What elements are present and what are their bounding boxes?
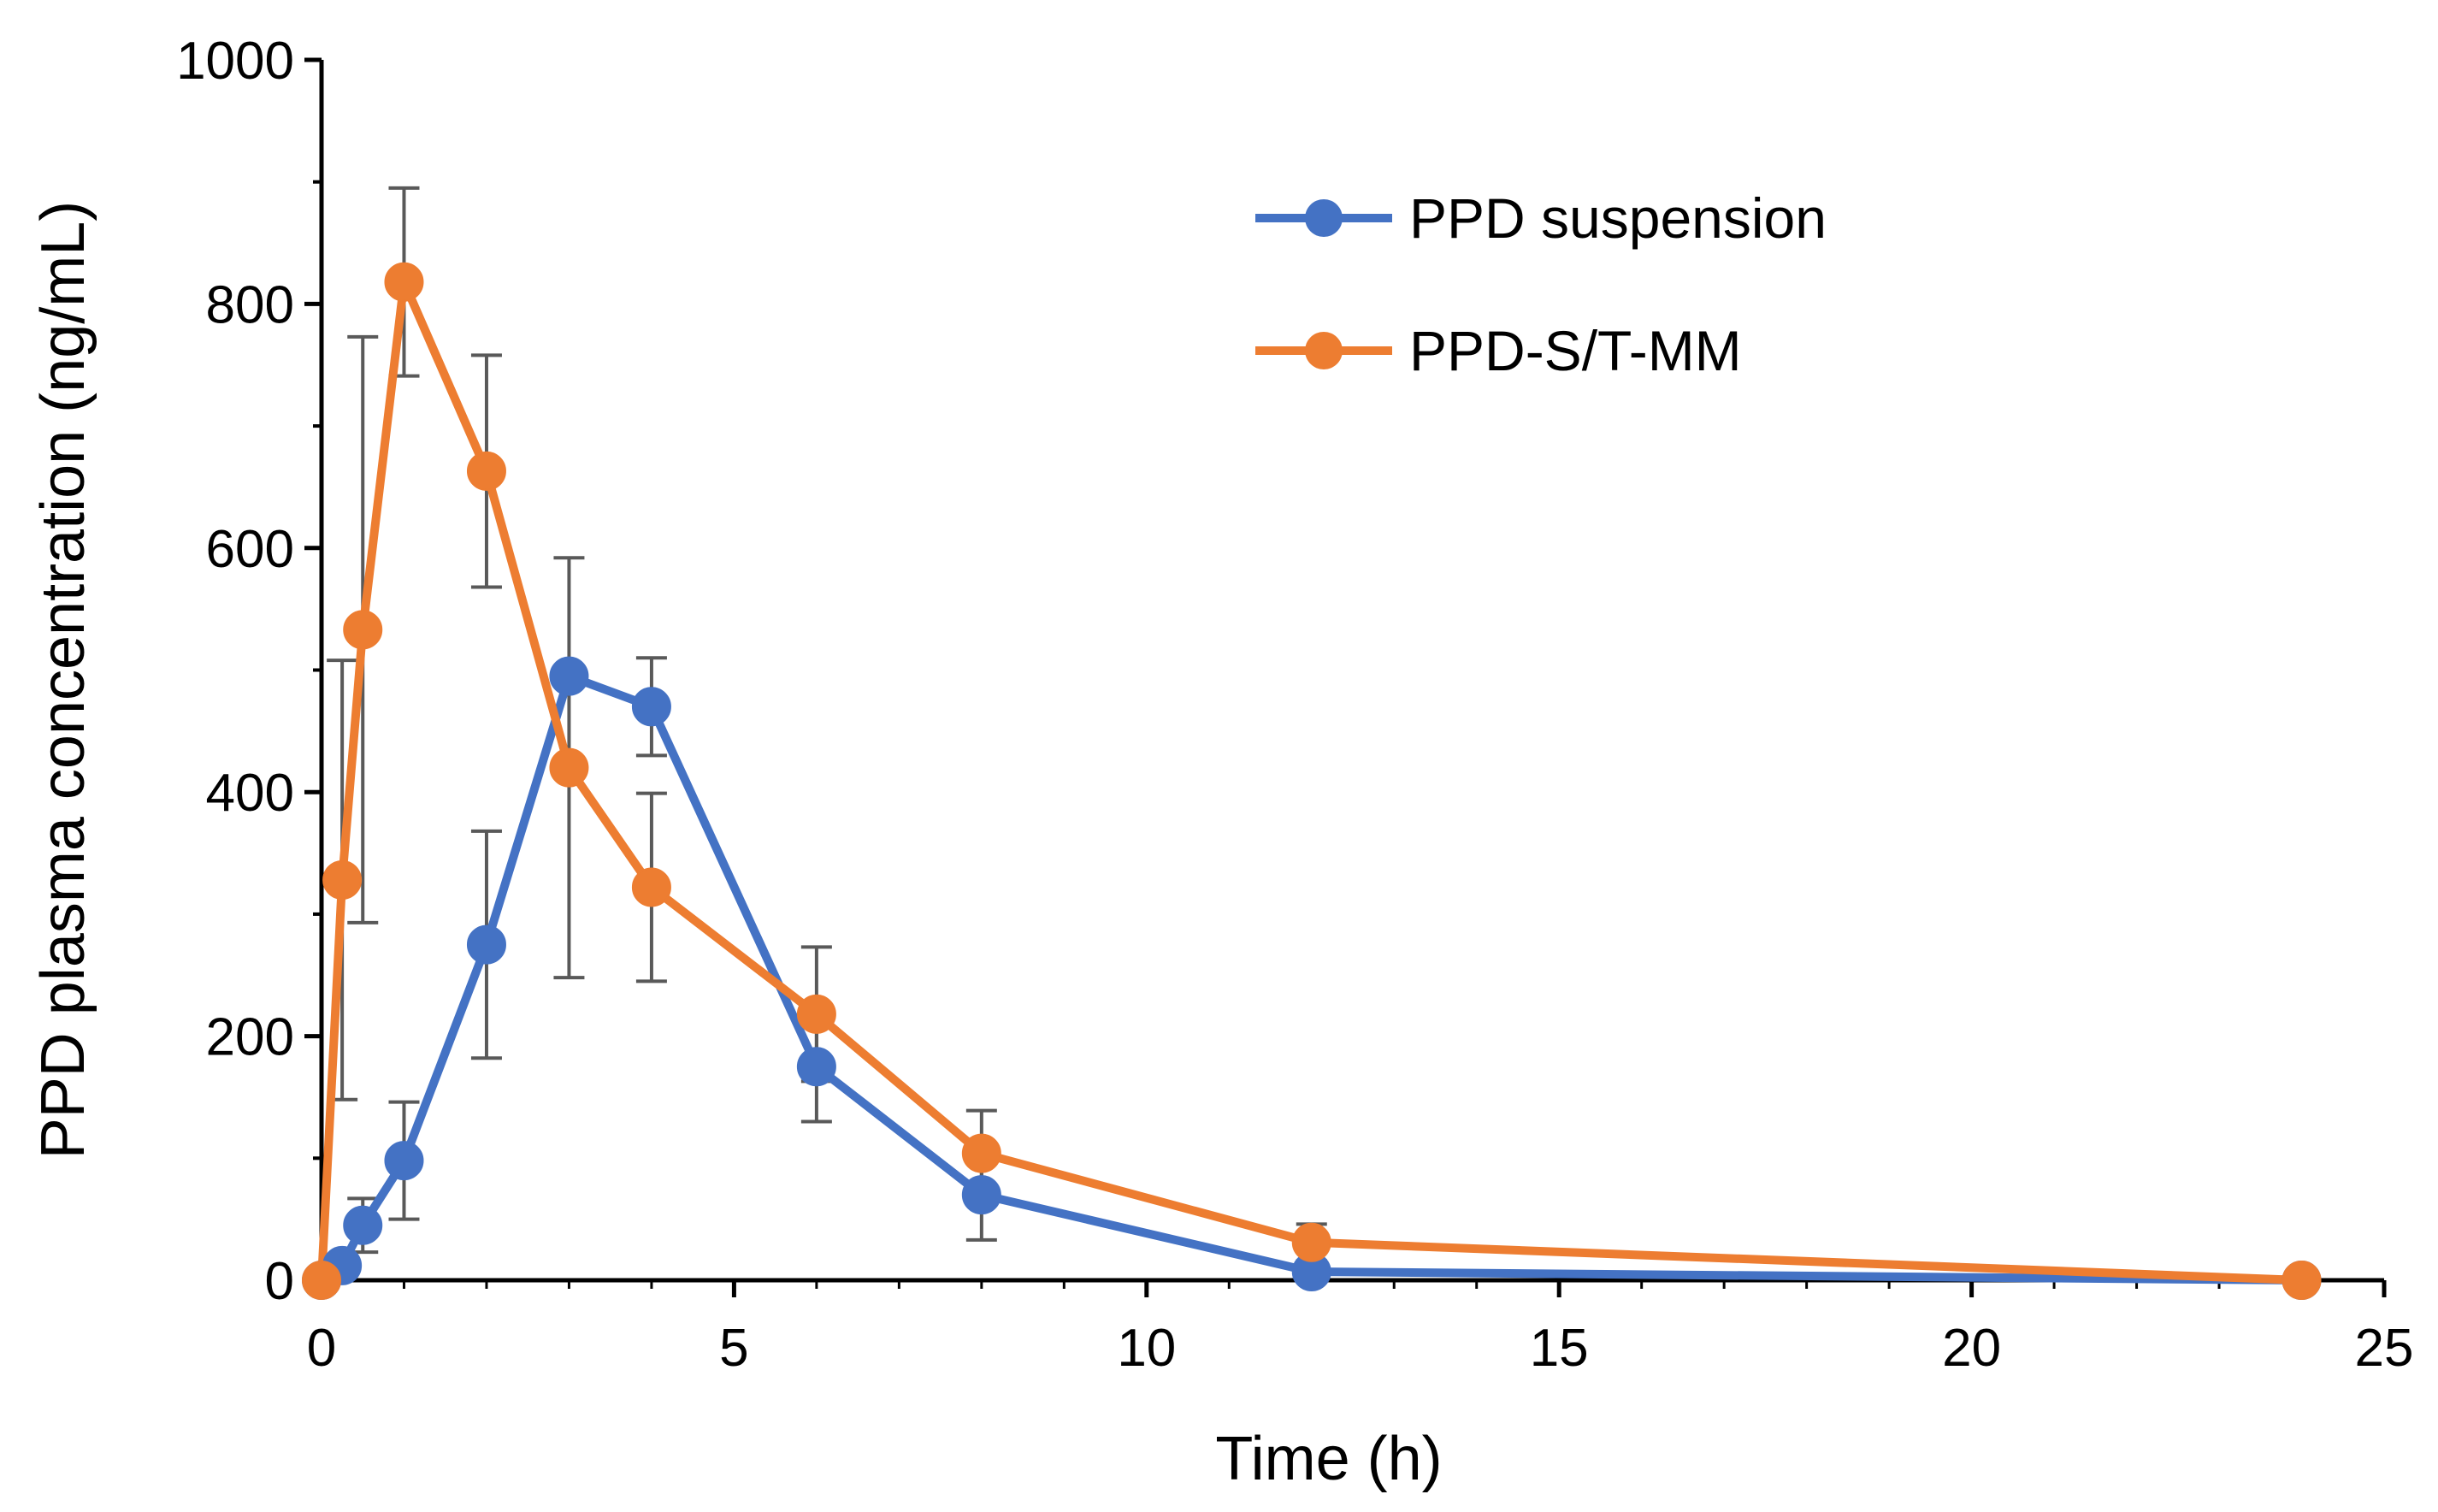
legend-label: PPD suspension (1409, 186, 1827, 250)
y-tick-label: 400 (206, 764, 294, 823)
x-tick-label: 20 (1942, 1319, 2001, 1378)
data-point (549, 656, 589, 696)
x-tick-label: 5 (719, 1319, 748, 1378)
data-point (343, 610, 383, 650)
data-point (631, 867, 671, 907)
y-tick-label: 200 (206, 1008, 294, 1067)
legend-marker (1305, 332, 1343, 369)
legend-label: PPD-S/T-MM (1409, 319, 1742, 382)
series-points (302, 262, 2322, 1300)
x-tick-label: 10 (1117, 1319, 1176, 1378)
y-tick-label: 0 (265, 1252, 294, 1311)
data-point (796, 994, 836, 1034)
data-point (2282, 1261, 2322, 1300)
y-tick-label: 1000 (176, 32, 294, 91)
legend-marker (1305, 199, 1343, 237)
series-lines (317, 277, 2302, 1285)
data-point (549, 747, 589, 788)
series-line-1 (319, 671, 2302, 1285)
y-tick-label: 600 (206, 520, 294, 579)
axes: 0 200 400 600 800 1000 0 5 10 15 20 25 (176, 32, 2413, 1378)
error-bars (327, 186, 1327, 1263)
x-tick-label: 0 (307, 1319, 336, 1378)
data-point (302, 1261, 341, 1300)
y-tick-label: 800 (206, 275, 294, 334)
legend: PPD suspension PPD-S/T-MM (1255, 186, 1827, 382)
data-point (322, 859, 363, 900)
data-point (1291, 1222, 1331, 1262)
y-axis-title: PPD plasma concentration (ng/mL) (29, 201, 97, 1160)
data-point (961, 1175, 1001, 1215)
data-point (384, 262, 424, 302)
data-point (961, 1133, 1001, 1173)
data-point (343, 1205, 383, 1245)
data-point (466, 924, 506, 965)
x-axis-title: Time (h) (1215, 1425, 1442, 1493)
data-point (466, 451, 506, 491)
series-line-2 (317, 277, 2302, 1285)
x-tick-label: 15 (1530, 1319, 1589, 1378)
data-point (631, 687, 671, 727)
x-tick-label: 25 (2355, 1319, 2414, 1378)
data-point (796, 1047, 836, 1087)
data-point (384, 1141, 424, 1181)
